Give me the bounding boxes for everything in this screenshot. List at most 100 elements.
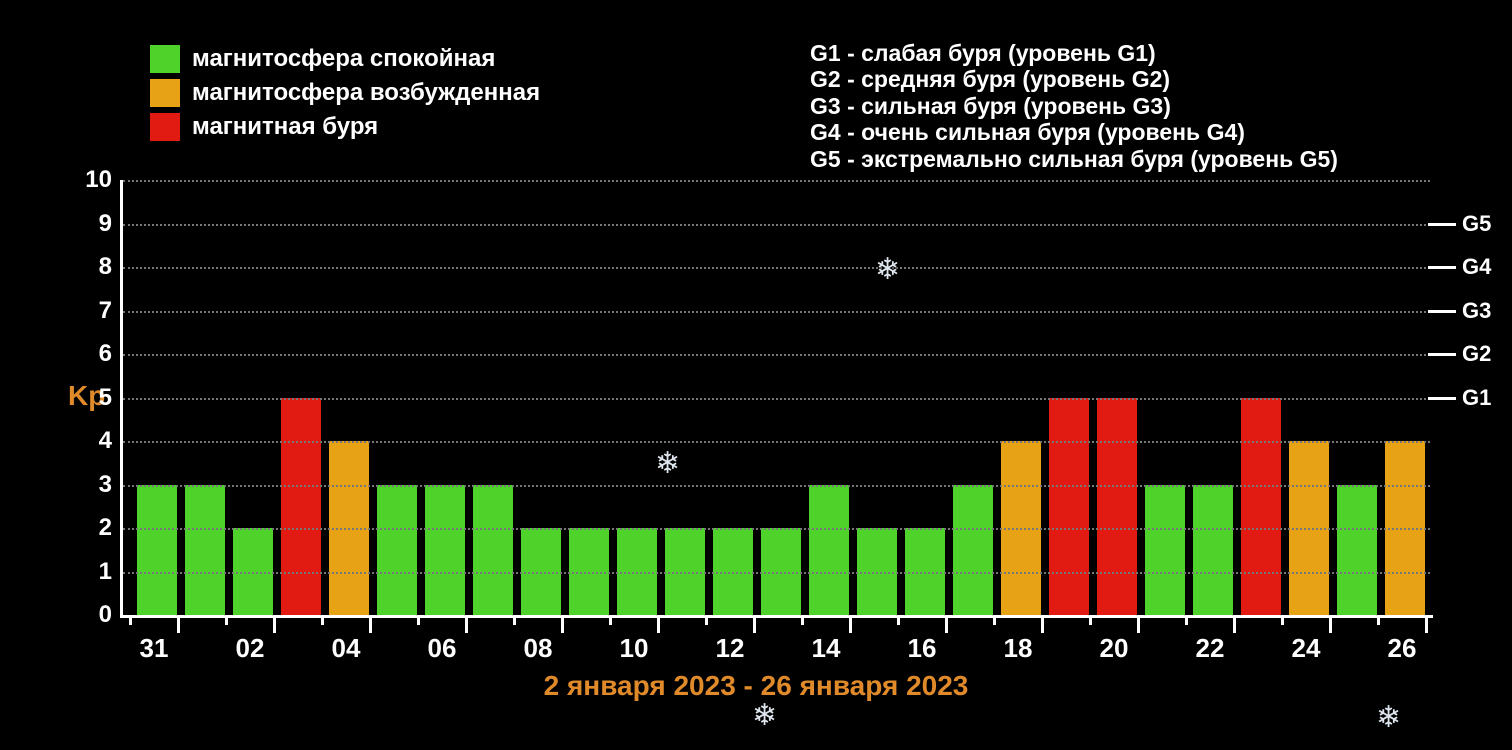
- x-minor-tick: [1089, 615, 1092, 625]
- right-tick: [1428, 397, 1456, 400]
- bar: [1241, 398, 1281, 616]
- right-tick: [1428, 310, 1456, 313]
- bar: [377, 485, 417, 616]
- x-tick-label: 18: [1004, 633, 1033, 664]
- x-minor-tick: [801, 615, 804, 625]
- bar: [1337, 485, 1377, 616]
- gridline: [123, 572, 1430, 574]
- x-minor-tick: [129, 615, 132, 625]
- gridline: [123, 180, 1430, 182]
- x-minor-tick: [1377, 615, 1380, 625]
- y-tick-label: 9: [72, 210, 112, 238]
- legend-g-line: G4 - очень сильная буря (уровень G4): [810, 119, 1338, 145]
- x-major-tick: [1041, 615, 1044, 633]
- gridline: [123, 485, 1430, 487]
- bar: [425, 485, 465, 616]
- y-tick-label: 0: [72, 601, 112, 629]
- legend-item: магнитосфера возбужденная: [150, 79, 540, 107]
- bar: [1145, 485, 1185, 616]
- y-tick-label: 4: [72, 427, 112, 455]
- legend-g-line: G3 - сильная буря (уровень G3): [810, 93, 1338, 119]
- y-tick-label: 10: [72, 166, 112, 194]
- y-tick-label: 3: [72, 471, 112, 499]
- right-tick-label: G5: [1462, 211, 1491, 237]
- x-tick-label: 12: [716, 633, 745, 664]
- bar: [281, 398, 321, 616]
- gridline: [123, 528, 1430, 530]
- y-tick-label: 7: [72, 297, 112, 325]
- x-major-tick: [177, 615, 180, 633]
- x-minor-tick: [609, 615, 612, 625]
- x-major-tick: [369, 615, 372, 633]
- y-tick-label: 2: [72, 514, 112, 542]
- x-tick-label: 20: [1100, 633, 1129, 664]
- x-minor-tick: [321, 615, 324, 625]
- bar: [137, 485, 177, 616]
- bar: [953, 485, 993, 616]
- x-minor-tick: [1185, 615, 1188, 625]
- legend-label: магнитосфера спокойная: [192, 45, 495, 73]
- legend-swatch: [150, 113, 180, 141]
- x-tick-label: 26: [1388, 633, 1417, 664]
- x-tick-label: 22: [1196, 633, 1225, 664]
- x-major-tick: [465, 615, 468, 633]
- x-tick-label: 14: [812, 633, 841, 664]
- x-major-tick: [1137, 615, 1140, 633]
- legend-g-line: G1 - слабая буря (уровень G1): [810, 40, 1338, 66]
- snowflake-icon: ❄: [752, 698, 777, 733]
- bar: [473, 485, 513, 616]
- y-tick-label: 8: [72, 253, 112, 281]
- x-minor-tick: [417, 615, 420, 625]
- legend-label: магнитная буря: [192, 113, 378, 141]
- gridline: [123, 354, 1430, 356]
- legend-label: магнитосфера возбужденная: [192, 79, 540, 107]
- x-major-tick: [273, 615, 276, 633]
- chart-container: магнитосфера спокойная магнитосфера возбу…: [0, 0, 1512, 750]
- y-tick-label: 1: [72, 558, 112, 586]
- legend-g-line: G2 - средняя буря (уровень G2): [810, 66, 1338, 92]
- right-tick-label: G2: [1462, 341, 1491, 367]
- x-major-tick: [1233, 615, 1236, 633]
- x-tick-label: 16: [908, 633, 937, 664]
- x-tick-label: 06: [428, 633, 457, 664]
- gridline: [123, 224, 1430, 226]
- right-tick-label: G4: [1462, 254, 1491, 280]
- x-tick-label: 08: [524, 633, 553, 664]
- y-tick-label: 5: [72, 384, 112, 412]
- x-major-tick: [561, 615, 564, 633]
- legend-g-line: G5 - экстремально сильная буря (уровень …: [810, 146, 1338, 172]
- snowflake-icon: ❄: [1376, 700, 1401, 735]
- x-tick-label: 04: [332, 633, 361, 664]
- x-tick-label: 02: [236, 633, 265, 664]
- x-minor-tick: [513, 615, 516, 625]
- bar: [1049, 398, 1089, 616]
- legend-g-scale: G1 - слабая буря (уровень G1)G2 - средня…: [810, 40, 1338, 172]
- right-tick: [1428, 266, 1456, 269]
- legend-item: магнитная буря: [150, 113, 540, 141]
- x-major-tick: [753, 615, 756, 633]
- x-major-tick: [1329, 615, 1332, 633]
- legend-swatch: [150, 79, 180, 107]
- right-tick-label: G3: [1462, 298, 1491, 324]
- snowflake-icon: ❄: [655, 446, 680, 481]
- legend-categories: магнитосфера спокойная магнитосфера возбу…: [150, 45, 540, 147]
- x-major-tick: [945, 615, 948, 633]
- legend-swatch: [150, 45, 180, 73]
- bar: [1193, 485, 1233, 616]
- bar: [809, 485, 849, 616]
- bar: [185, 485, 225, 616]
- gridline: [123, 441, 1430, 443]
- x-tick-label: 24: [1292, 633, 1321, 664]
- snowflake-icon: ❄: [875, 252, 900, 287]
- x-minor-tick: [705, 615, 708, 625]
- x-minor-tick: [1281, 615, 1284, 625]
- legend-item: магнитосфера спокойная: [150, 45, 540, 73]
- x-minor-tick: [897, 615, 900, 625]
- gridline: [123, 398, 1430, 400]
- x-minor-tick: [225, 615, 228, 625]
- right-tick: [1428, 223, 1456, 226]
- gridline: [123, 311, 1430, 313]
- x-major-tick: [657, 615, 660, 633]
- bar: [1097, 398, 1137, 616]
- right-tick: [1428, 353, 1456, 356]
